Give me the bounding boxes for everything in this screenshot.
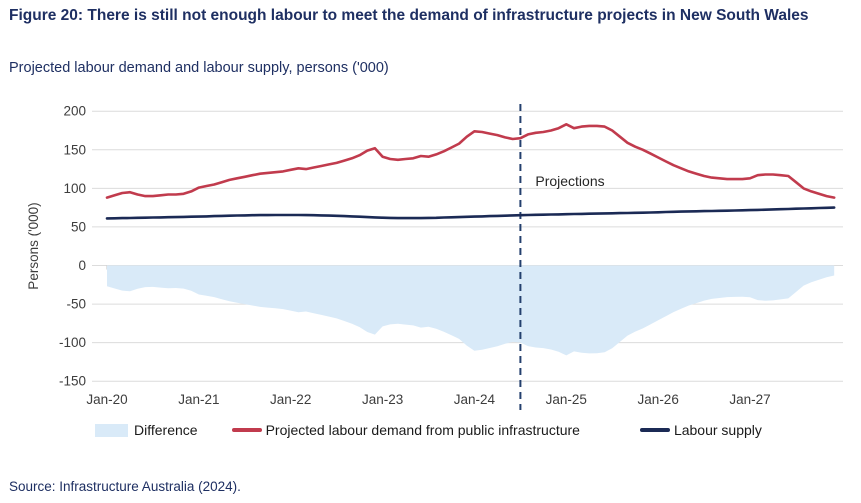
svg-text:100: 100 <box>63 181 86 196</box>
svg-text:Jan-23: Jan-23 <box>362 392 403 407</box>
svg-text:Jan-20: Jan-20 <box>86 392 127 407</box>
svg-text:Jan-25: Jan-25 <box>546 392 587 407</box>
svg-text:Jan-22: Jan-22 <box>270 392 311 407</box>
figure-title: Figure 20: There is still not enough lab… <box>9 7 809 24</box>
svg-text:150: 150 <box>63 142 86 157</box>
svg-text:Jan-27: Jan-27 <box>729 392 770 407</box>
svg-text:Persons ('000): Persons ('000) <box>26 202 41 289</box>
svg-text:Jan-26: Jan-26 <box>638 392 679 407</box>
svg-text:200: 200 <box>63 104 86 119</box>
legend-item-demand: Projected labour demand from public infr… <box>231 422 580 438</box>
legend-item-supply: Labour supply <box>639 422 762 438</box>
svg-text:50: 50 <box>71 219 86 234</box>
legend-label-demand: Projected labour demand from public infr… <box>265 422 580 438</box>
svg-text:Jan-24: Jan-24 <box>454 392 496 407</box>
legend-label-supply: Labour supply <box>673 422 762 438</box>
difference-area-swatch <box>95 423 128 437</box>
legend-label-difference: Difference <box>134 422 198 438</box>
supply-line-swatch <box>639 428 670 432</box>
legend-item-difference: Difference <box>95 422 198 438</box>
source-note: Source: Infrastructure Australia (2024). <box>9 479 241 494</box>
svg-text:0: 0 <box>78 258 86 273</box>
svg-text:-100: -100 <box>59 335 86 350</box>
demand-line-swatch <box>231 428 262 432</box>
svg-text:-150: -150 <box>59 374 86 389</box>
figure-subtitle: Projected labour demand and labour suppl… <box>9 60 389 76</box>
chart-legend: Difference Projected labour demand from … <box>95 422 762 438</box>
svg-text:Jan-21: Jan-21 <box>178 392 219 407</box>
svg-text:Projections: Projections <box>535 173 604 189</box>
svg-text:-50: -50 <box>66 297 86 312</box>
